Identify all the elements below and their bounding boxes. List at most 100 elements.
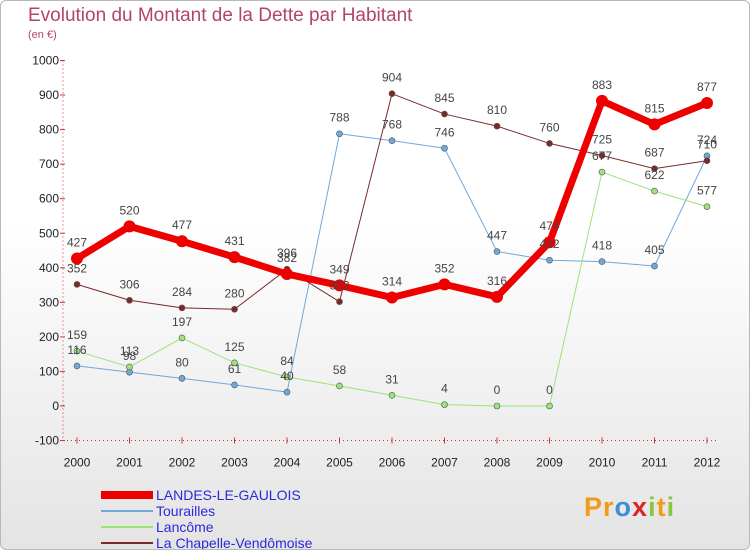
data-point (491, 290, 503, 303)
data-label: 125 (224, 340, 244, 354)
data-label: 31 (385, 372, 399, 386)
data-point (546, 140, 553, 147)
y-tick-label: 500 (39, 226, 59, 240)
data-label: 0 (546, 383, 553, 397)
data-point (73, 362, 81, 370)
data-label: 314 (382, 275, 402, 289)
x-tick-label: 2012 (694, 456, 721, 470)
logo-letter: r (603, 492, 615, 522)
x-tick-label: 2006 (379, 456, 406, 470)
x-tick-label: 2002 (169, 456, 196, 470)
x-tick-label: 2011 (642, 456, 668, 470)
data-label: 788 (329, 111, 349, 125)
data-point (73, 347, 81, 355)
logo-letter: x (632, 492, 649, 522)
series-group (71, 90, 713, 410)
data-label: 883 (592, 78, 612, 92)
data-point (598, 258, 606, 265)
data-point (336, 130, 343, 138)
y-tick-label: 200 (39, 330, 59, 344)
series-line (76, 133, 708, 393)
data-label: 431 (224, 234, 244, 248)
data-label: 877 (697, 80, 717, 94)
data-point (493, 122, 501, 130)
data-point (703, 203, 711, 210)
data-label: 427 (67, 235, 87, 249)
legend-label: Lancôme (156, 519, 214, 535)
data-point (651, 187, 658, 195)
data-label: 422 (539, 237, 559, 251)
y-tick-label: -100 (35, 434, 59, 448)
data-label: 280 (224, 286, 244, 300)
data-label: 474 (539, 219, 559, 233)
data-point (651, 165, 658, 172)
y-tick-label: 0 (52, 399, 59, 413)
x-tick-label: 2008 (484, 456, 511, 470)
data-label: 418 (592, 239, 612, 253)
logo-letter: o (614, 492, 633, 522)
data-point (441, 401, 448, 408)
data-point (283, 373, 291, 381)
data-point (123, 220, 136, 233)
data-point (388, 137, 396, 144)
data-point (178, 375, 186, 382)
chart-subtitle: (en €) (28, 29, 57, 41)
logo-letter: i (648, 492, 657, 522)
data-label: 4 (441, 382, 448, 396)
data-point (73, 281, 81, 288)
data-point (651, 262, 658, 270)
data-point (386, 291, 398, 304)
data-label: 520 (119, 203, 139, 217)
data-point (178, 334, 186, 342)
data-label: 113 (120, 344, 139, 358)
data-label: 768 (382, 118, 402, 132)
data-point (438, 278, 451, 291)
data-point (543, 236, 556, 249)
data-label: 622 (644, 168, 664, 182)
x-tick-label: 2007 (431, 456, 458, 470)
data-labels: 4275204774313823493143523164748838158771… (67, 71, 717, 397)
data-point (703, 157, 711, 164)
data-point (596, 94, 608, 107)
data-label: 710 (697, 138, 717, 152)
y-tick-label: 800 (39, 123, 59, 137)
data-label: 845 (434, 91, 454, 105)
data-label: 447 (487, 229, 507, 243)
x-tick-label: 2004 (274, 456, 301, 470)
legend-label: LANDES-LE-GAULOIS (156, 487, 301, 503)
data-point (441, 144, 448, 152)
data-label: 352 (434, 261, 454, 275)
data-point (176, 235, 188, 248)
data-point (493, 248, 501, 255)
data-point (228, 251, 241, 264)
data-label: 159 (67, 328, 87, 342)
data-label: 746 (434, 125, 454, 139)
data-label: 84 (280, 354, 294, 368)
data-label: 725 (592, 133, 612, 147)
data-label: 284 (172, 285, 192, 299)
data-point (283, 388, 291, 396)
data-point (281, 268, 293, 281)
data-point (546, 402, 553, 410)
logo-letter: P (584, 492, 604, 522)
data-label: 760 (539, 120, 559, 134)
legend-swatch (101, 510, 153, 512)
y-tick-label: 600 (39, 192, 59, 206)
data-point (388, 90, 396, 97)
data-label: 396 (277, 246, 297, 260)
data-label: 577 (697, 184, 717, 198)
data-label: 677 (592, 149, 612, 163)
data-label: 0 (494, 383, 501, 397)
legend-label: La Chapelle-Vendômoise (156, 535, 313, 550)
data-label: 61 (228, 362, 242, 376)
data-label: 810 (487, 103, 507, 117)
data-label: 477 (172, 218, 192, 232)
data-label: 80 (175, 355, 189, 369)
y-tick-label: 400 (39, 261, 59, 275)
data-label: 904 (382, 71, 402, 85)
logo-letter: t (656, 492, 667, 522)
data-point (598, 152, 606, 159)
data-point (231, 305, 238, 313)
